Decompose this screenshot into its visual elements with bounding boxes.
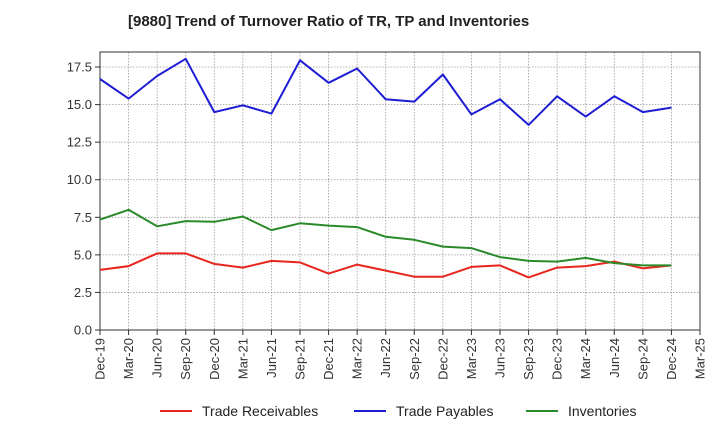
y-tick-label: 17.5 [67, 60, 92, 75]
x-tick-label: Dec-21 [321, 338, 336, 380]
legend-label-inventories: Inventories [568, 403, 637, 419]
y-tick-label: 15.0 [67, 97, 92, 112]
x-tick-label: Jun-23 [493, 338, 508, 378]
y-tick-label: 12.5 [67, 135, 92, 150]
x-tick-label: Dec-23 [550, 338, 565, 380]
x-tick-label: Mar-20 [121, 338, 136, 379]
x-tick-label: Jun-21 [264, 338, 279, 378]
legend-swatch-trade-receivables [160, 410, 192, 412]
x-tick-label: Mar-21 [235, 338, 250, 379]
y-tick-label: 0.0 [74, 323, 92, 338]
y-tick-label: 7.5 [74, 210, 92, 225]
x-tick-label: Dec-20 [207, 338, 222, 380]
y-tick-label: 2.5 [74, 285, 92, 300]
legend-item-trade-receivables: Trade Receivables [160, 403, 318, 419]
legend-swatch-trade-payables [354, 410, 386, 412]
legend-label-trade-payables: Trade Payables [396, 403, 494, 419]
chart-title: [9880] Trend of Turnover Ratio of TR, TP… [128, 13, 530, 30]
plot-frame [99, 51, 701, 331]
x-tick-label: Sep-24 [635, 338, 650, 380]
x-tick-label: Mar-25 [693, 338, 708, 379]
x-tick-label: Sep-23 [521, 338, 536, 380]
x-tick-label: Sep-21 [293, 338, 308, 380]
series-line-trade-receivables [99, 252, 672, 279]
x-tick-label: Dec-24 [664, 338, 679, 380]
x-tick-label: Mar-22 [350, 338, 365, 379]
x-tick-label: Dec-22 [435, 338, 450, 380]
x-tick-label: Jun-24 [607, 338, 622, 378]
legend-swatch-inventories [526, 410, 558, 412]
x-tick-label: Sep-20 [178, 338, 193, 380]
series-line-trade-payables [99, 57, 672, 126]
x-tick-label: Sep-22 [407, 338, 422, 380]
y-tick-label: 10.0 [67, 172, 92, 187]
chart-legend: Trade Receivables Trade Payables Invento… [0, 403, 720, 427]
x-tick-label: Mar-23 [464, 338, 479, 379]
legend-label-trade-receivables: Trade Receivables [202, 403, 319, 419]
y-tick-label: 5.0 [74, 247, 92, 262]
x-tick-label: Dec-19 [93, 338, 108, 380]
legend-item-trade-payables: Trade Payables [354, 403, 494, 419]
x-tick-label: Jun-22 [378, 338, 393, 378]
legend-item-inventories: Inventories [526, 403, 636, 419]
x-tick-label: Jun-20 [150, 338, 165, 378]
x-tick-label: Mar-24 [578, 338, 593, 379]
series-line-inventories [99, 208, 672, 267]
